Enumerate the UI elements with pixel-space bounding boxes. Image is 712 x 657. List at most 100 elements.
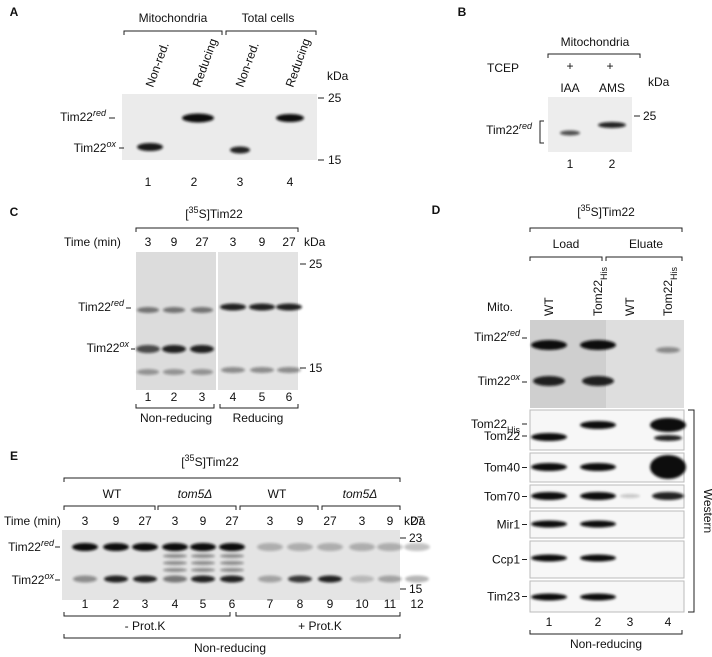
label: Tim22ox [87, 339, 130, 355]
label: 2 [191, 175, 198, 189]
band [582, 376, 614, 386]
bracket [605, 256, 683, 261]
label-part: Tom70 [484, 490, 520, 504]
band [72, 543, 98, 551]
label: 2 [113, 597, 120, 611]
label: 3 [359, 514, 366, 528]
label: 1 [145, 390, 152, 404]
label: 3 [172, 514, 179, 528]
label-part: Tim22 [74, 141, 107, 155]
label-part: 35 [189, 205, 199, 215]
label: Tim22ox [74, 139, 117, 155]
band [580, 492, 616, 500]
label: Tom22His [471, 417, 521, 435]
label: 27 [195, 235, 209, 249]
label-part: His [669, 266, 679, 279]
bracket [219, 404, 299, 409]
label: Tom22 [484, 429, 520, 443]
bracket [63, 505, 156, 510]
band [377, 543, 403, 551]
bracket [225, 30, 317, 35]
bracket [239, 505, 319, 510]
label: 15 [409, 582, 423, 596]
band [580, 421, 616, 429]
label: 27 [138, 514, 152, 528]
blot [62, 530, 400, 600]
label: WT [542, 297, 556, 316]
band [287, 543, 313, 551]
band [533, 376, 565, 386]
label: 3 [199, 390, 206, 404]
label: 27 [282, 235, 296, 249]
label: 5 [200, 597, 207, 611]
label: 25 [328, 91, 342, 105]
band [137, 143, 163, 151]
label: 3 [145, 235, 152, 249]
label-part: [ [181, 455, 185, 469]
label: Mitochondria [561, 35, 630, 49]
label-part: Tom22 [661, 280, 675, 316]
label: tom5Δ [178, 487, 213, 501]
label: Ccp1 [492, 553, 520, 567]
band [163, 561, 187, 565]
label-part: [ [577, 205, 581, 219]
label: 6 [229, 597, 236, 611]
label: Reducing [190, 37, 220, 89]
label: 2 [595, 615, 602, 629]
label: WT [103, 487, 122, 501]
band [163, 554, 187, 558]
band [182, 113, 214, 123]
label-part: Tom22 [471, 417, 507, 431]
label: 9 [327, 597, 334, 611]
label: + Prot.K [298, 619, 342, 633]
panel-label: B [458, 5, 467, 19]
label-part: Tim22 [478, 374, 511, 388]
label: 3 [230, 235, 237, 249]
label: Reducing [233, 411, 284, 425]
label: tom5Δ [343, 487, 378, 501]
label: Tim22red [60, 108, 107, 124]
label: 11 [384, 597, 397, 611]
label-part: WT [623, 297, 637, 316]
label: Time (min) [64, 235, 121, 249]
band [250, 367, 274, 373]
band [531, 593, 567, 601]
label-part: His [507, 425, 520, 435]
label: 2 [171, 390, 178, 404]
label: AMS [599, 81, 625, 95]
label: Eluate [629, 237, 663, 251]
label: Tom22His [661, 266, 679, 316]
label-part: red [519, 121, 533, 131]
label: Tom70 [484, 490, 520, 504]
band [531, 554, 567, 562]
label: 9 [387, 514, 394, 528]
band [219, 543, 245, 551]
band [620, 494, 640, 498]
label: Tim22red [486, 121, 533, 137]
label: kDa [304, 235, 326, 249]
label: Mir1 [497, 518, 521, 532]
band [349, 543, 375, 551]
label-part: 35 [581, 203, 591, 213]
band [191, 561, 215, 565]
blot [136, 252, 216, 390]
band [191, 568, 215, 572]
band [191, 575, 215, 583]
label: - Prot.K [125, 619, 166, 633]
label-part: Tom40 [484, 461, 520, 475]
label: 9 [171, 235, 178, 249]
label-part: [ [185, 207, 189, 221]
band [277, 367, 301, 373]
label-part: ox [119, 339, 129, 349]
band [531, 463, 567, 471]
band [220, 568, 244, 572]
label: 3 [627, 615, 634, 629]
label: Non-reducing [570, 637, 642, 651]
band [288, 575, 312, 583]
band [190, 543, 216, 551]
band [221, 367, 245, 373]
label: kDa [648, 75, 670, 89]
label: 1 [82, 597, 89, 611]
label: TCEP [487, 61, 519, 75]
band [318, 575, 342, 583]
